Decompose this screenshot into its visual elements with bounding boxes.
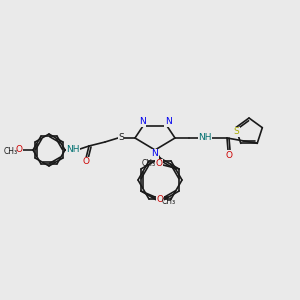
- Text: N: N: [139, 118, 145, 127]
- Text: N: N: [152, 149, 158, 158]
- Text: S: S: [118, 134, 124, 142]
- Text: O: O: [226, 151, 232, 160]
- Text: S: S: [234, 127, 240, 136]
- Text: O: O: [82, 158, 89, 166]
- Text: O: O: [156, 194, 164, 203]
- Text: O: O: [16, 146, 22, 154]
- Text: O: O: [156, 160, 163, 169]
- Text: CH₃: CH₃: [162, 196, 176, 206]
- Text: NH: NH: [66, 146, 80, 154]
- Text: NH: NH: [198, 134, 212, 142]
- Text: N: N: [165, 118, 171, 127]
- Text: CH₃: CH₃: [142, 160, 156, 169]
- Text: CH₃: CH₃: [4, 148, 18, 157]
